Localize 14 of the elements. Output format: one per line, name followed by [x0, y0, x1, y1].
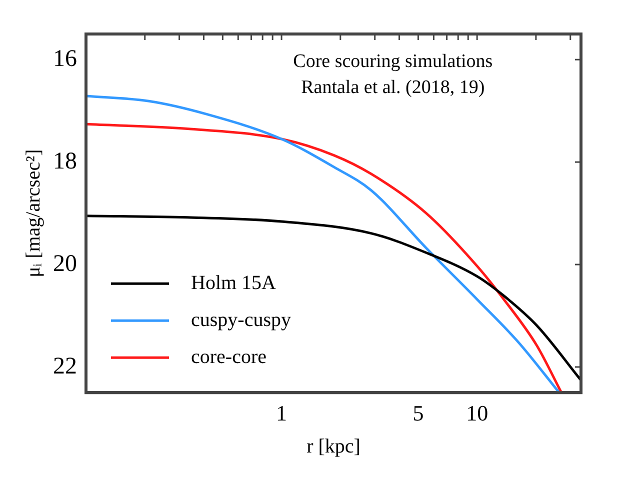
annotation: Core scouring simulations	[293, 50, 493, 72]
annotation: Rantala et al. (2018, 19)	[301, 76, 485, 98]
y-tick-label: 16	[53, 46, 77, 72]
y-tick-label: 18	[53, 148, 77, 174]
x-tick-label: 10	[466, 400, 488, 426]
legend-label: cuspy-cuspy	[191, 308, 291, 331]
legend-label: core-core	[191, 346, 267, 368]
y-tick-label: 20	[53, 250, 77, 277]
legend-label: Holm 15A	[191, 272, 277, 294]
x-tick-label: 5	[412, 400, 424, 426]
y-axis-title: μᵢ [mag/arcsec²]	[22, 149, 44, 278]
y-tick-label: 22	[53, 353, 77, 380]
x-axis-title: r [kpc]	[306, 435, 360, 458]
x-tick-label: 1	[276, 400, 288, 426]
